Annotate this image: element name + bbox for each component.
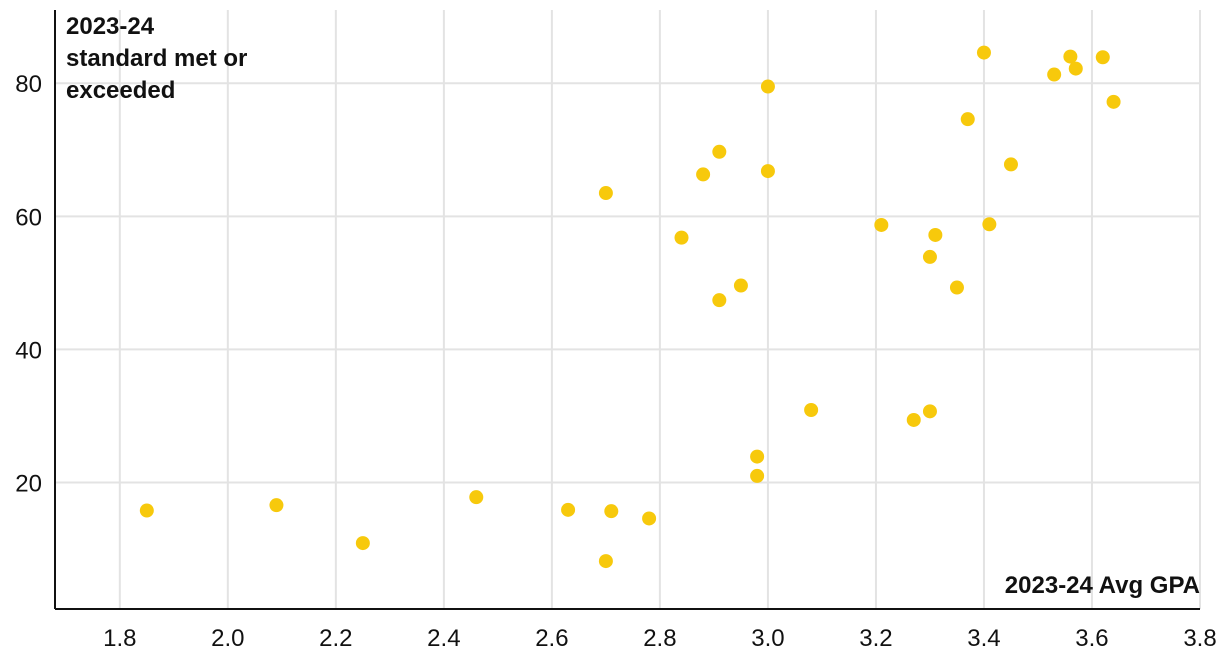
- scatter-point: [733, 278, 748, 293]
- scatter-point: [139, 503, 154, 518]
- x-tick-label: 2.4: [427, 625, 460, 652]
- scatter-point: [1063, 49, 1078, 64]
- x-tick-label: 3.0: [751, 625, 784, 652]
- scatter-point: [696, 167, 711, 182]
- scatter-point: [561, 502, 576, 517]
- scatter-point: [355, 536, 370, 551]
- y-tick-label: 80: [15, 71, 42, 98]
- scatter-point: [750, 468, 765, 483]
- scatter-point: [982, 217, 997, 232]
- scatter-point: [928, 227, 943, 242]
- scatter-point: [949, 280, 964, 295]
- y-axis-label-line: standard met or: [66, 45, 247, 72]
- x-tick-label: 3.2: [859, 625, 892, 652]
- scatter-point: [604, 504, 619, 519]
- scatter-point: [598, 186, 613, 201]
- y-axis-label-line: 2023-24: [66, 13, 155, 40]
- scatter-point: [750, 449, 765, 464]
- scatter-point: [674, 230, 689, 245]
- labels-layer: 1.8 2.0 2.2 2.4 2.6 2.8 3.0 3.2 3.4 3.6 3.8 20 40 60 8…: [15, 71, 1216, 652]
- x-tick-label: 2.2: [319, 625, 352, 652]
- y-axis-label-line: exceeded: [66, 77, 175, 104]
- scatter-point: [960, 112, 975, 127]
- scatter-point: [874, 217, 889, 232]
- scatter-point: [712, 144, 727, 159]
- grid-layer: [55, 10, 1201, 609]
- scatter-point: [760, 79, 775, 94]
- scatter-point: [598, 554, 613, 569]
- scatter-point: [712, 293, 727, 308]
- x-tick-label: 2.8: [643, 625, 676, 652]
- scatter-point: [1068, 61, 1083, 76]
- y-axis-label: 2023-24 standard met or exceeded: [66, 13, 247, 104]
- scatter-point: [976, 45, 991, 60]
- x-axis-label: 2023-24 Avg GPA: [1005, 572, 1200, 599]
- y-tick-label: 40: [15, 337, 42, 364]
- scatter-point: [760, 164, 775, 179]
- axes-layer: [54, 10, 1200, 610]
- x-tick-label: 1.8: [103, 625, 136, 652]
- scatter-point: [1003, 157, 1018, 172]
- scatter-point: [469, 490, 484, 505]
- x-tick-label: 2.0: [211, 625, 244, 652]
- scatter-point: [906, 412, 921, 427]
- scatter-point: [922, 249, 937, 264]
- scatter-point: [1095, 50, 1110, 65]
- y-tick-label: 60: [15, 204, 42, 231]
- scatter-point: [269, 498, 284, 513]
- scatter-point: [642, 511, 657, 526]
- x-tick-label: 2.6: [535, 625, 568, 652]
- scatter-point: [1047, 67, 1062, 82]
- x-tick-label: 3.6: [1075, 625, 1108, 652]
- scatter-point: [804, 402, 819, 417]
- x-tick-label: 3.8: [1183, 625, 1216, 652]
- scatter-point: [1106, 94, 1121, 109]
- x-tick-label: 3.4: [967, 625, 1000, 652]
- points-layer: [139, 45, 1121, 569]
- y-tick-label: 20: [15, 471, 42, 498]
- scatter-point: [922, 404, 937, 419]
